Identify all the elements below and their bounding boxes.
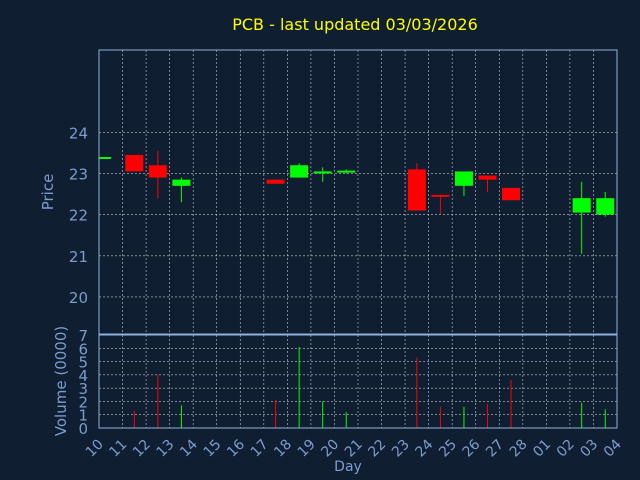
candle-body bbox=[596, 198, 615, 215]
volume-panel-frame bbox=[98, 334, 618, 429]
candle-body bbox=[290, 165, 309, 178]
price-tick-label: 24 bbox=[69, 124, 88, 142]
volume-tick-label: 1 bbox=[78, 407, 88, 425]
price-tick-label: 20 bbox=[69, 289, 88, 307]
price-panel-grid bbox=[99, 50, 617, 334]
volume-tick-label: 6 bbox=[78, 340, 88, 358]
volume-tick-label: 5 bbox=[78, 354, 88, 372]
x-tick-labels: 10 11 12 13 14 15 16 17 18 19 20 21 22 23 24 25 26 27 28 01… bbox=[83, 436, 625, 460]
price-panel-frame bbox=[98, 49, 618, 335]
price-axis-label: Price bbox=[39, 174, 57, 211]
candle-body bbox=[266, 179, 285, 184]
candle-body bbox=[99, 157, 111, 160]
x-axis-label: Day bbox=[334, 459, 362, 475]
candle-body bbox=[172, 179, 191, 186]
volume-tick-label: 2 bbox=[78, 393, 88, 411]
candle-body bbox=[431, 194, 450, 197]
price-tick-label: 21 bbox=[69, 248, 88, 266]
chart-title: PCB - last updated 03/03/2026 bbox=[232, 15, 478, 34]
volume-tick-label: 7 bbox=[78, 327, 88, 345]
volume-tick-label: 3 bbox=[78, 380, 88, 398]
price-tick-label: 22 bbox=[69, 207, 88, 225]
candle-body bbox=[572, 198, 591, 213]
candle-body bbox=[407, 169, 426, 211]
candle-body bbox=[313, 171, 332, 174]
candle-body bbox=[125, 154, 144, 172]
price-candles bbox=[99, 150, 615, 254]
volume-axis-label: Volume (0000) bbox=[52, 326, 70, 436]
candle-body bbox=[337, 170, 356, 173]
candle-body bbox=[148, 165, 167, 178]
candle-body bbox=[502, 187, 521, 201]
candle-body bbox=[478, 175, 497, 180]
price-tick-label: 23 bbox=[69, 165, 88, 183]
volume-tick-label: 0 bbox=[78, 420, 88, 438]
volume-bars bbox=[133, 346, 606, 428]
volume-tick-label: 4 bbox=[78, 367, 88, 385]
volume-panel-grid bbox=[99, 334, 617, 428]
candle-body bbox=[454, 171, 473, 186]
